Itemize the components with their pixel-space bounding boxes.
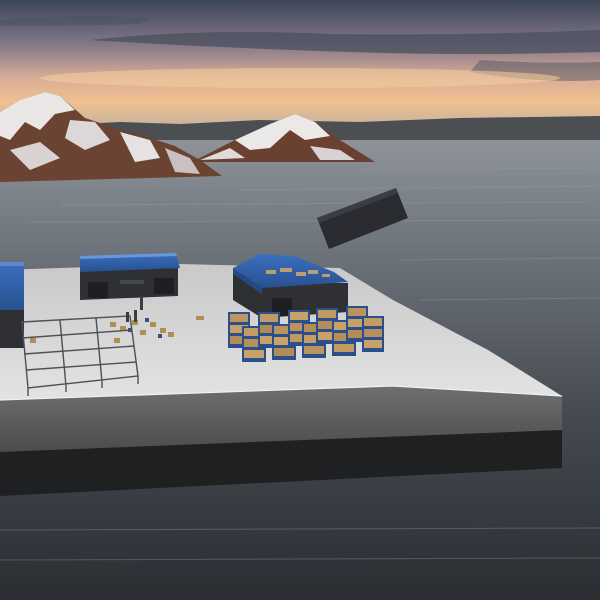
mountain-left [0, 92, 222, 182]
fence-posts [126, 296, 143, 322]
sunset-glow [40, 68, 560, 88]
shelf-rack[interactable] [362, 316, 384, 352]
warehouse-middle[interactable] [80, 253, 180, 300]
mountain-right [192, 114, 375, 162]
platform-base [0, 430, 562, 496]
fence-enclosure[interactable] [21, 315, 139, 396]
warehouse-left[interactable] [0, 262, 24, 348]
floating-container[interactable] [317, 188, 408, 249]
roof-cargo [266, 268, 330, 277]
pallets[interactable] [30, 316, 204, 343]
water-ripples [0, 167, 600, 561]
warehouse-right[interactable] [233, 254, 348, 318]
platform-front-edge [0, 385, 563, 401]
clouds [0, 16, 600, 81]
shelf-racks[interactable] [228, 306, 384, 362]
